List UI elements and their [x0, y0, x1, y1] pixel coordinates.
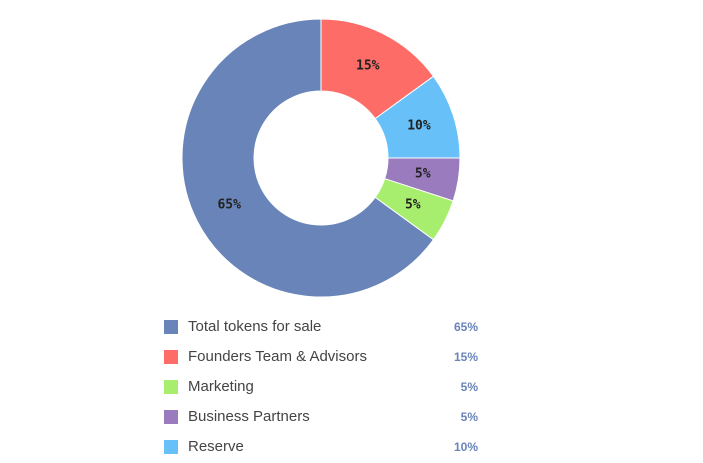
legend-label: Marketing: [188, 378, 254, 395]
legend-label: Business Partners: [188, 408, 310, 425]
legend-label: Founders Team & Advisors: [188, 348, 367, 365]
legend-swatch: [164, 320, 178, 334]
slice-label: 65%: [217, 197, 241, 212]
legend-swatch: [164, 380, 178, 394]
legend-value: 65%: [454, 320, 478, 334]
legend-swatch: [164, 410, 178, 424]
legend-label: Reserve: [188, 438, 244, 455]
legend-value: 5%: [461, 410, 479, 424]
legend-label: Total tokens for sale: [188, 318, 321, 335]
legend-value: 5%: [461, 380, 479, 394]
legend-swatch: [164, 350, 178, 364]
legend-value: 15%: [454, 350, 478, 364]
legend-swatch: [164, 440, 178, 454]
slice-label: 5%: [405, 197, 421, 212]
slice: [181, 18, 435, 298]
slice-label: 10%: [407, 119, 431, 134]
legend-value: 10%: [454, 440, 478, 454]
slice-label: 5%: [415, 167, 431, 182]
slice-label: 15%: [356, 59, 380, 74]
